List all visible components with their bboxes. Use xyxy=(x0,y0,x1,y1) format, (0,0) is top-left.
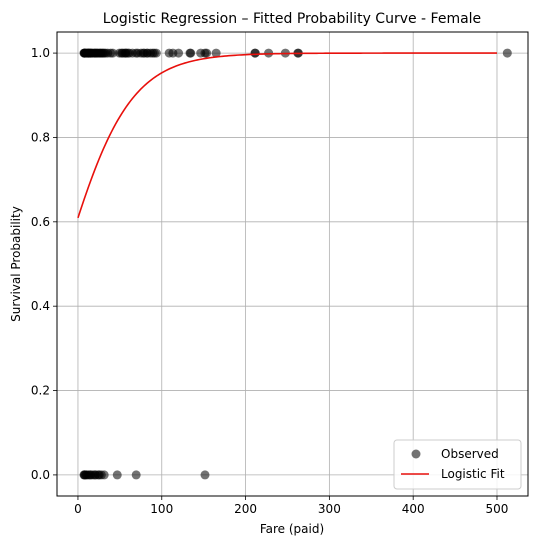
x-tick-label: 200 xyxy=(234,502,257,516)
observed-point xyxy=(250,48,260,58)
y-tick-label: 0.2 xyxy=(31,384,50,398)
legend-fit-label: Logistic Fit xyxy=(441,467,505,481)
observed-point xyxy=(108,48,118,58)
x-tick-label: 500 xyxy=(486,502,509,516)
y-tick-label: 0.4 xyxy=(31,299,50,313)
y-axis-label: Survival Probability xyxy=(9,206,23,322)
observed-point xyxy=(99,470,109,480)
plot-frame xyxy=(56,31,529,497)
observed-point xyxy=(131,470,141,480)
observed-point xyxy=(200,470,210,480)
x-axis-label: Fare (paid) xyxy=(260,522,324,536)
legend-observed-marker xyxy=(411,449,421,459)
x-tick-label: 100 xyxy=(150,502,173,516)
plot-marks xyxy=(77,48,512,480)
x-tick-label: 300 xyxy=(318,502,341,516)
y-tick-label: 0.8 xyxy=(31,130,50,144)
observed-point xyxy=(112,470,122,480)
grid xyxy=(57,32,528,496)
legend: Observed Logistic Fit xyxy=(393,439,522,490)
legend-box xyxy=(393,439,522,490)
y-tick-label: 0.6 xyxy=(31,215,50,229)
y-tick-label: 0.0 xyxy=(31,468,50,482)
observed-point xyxy=(151,48,161,58)
legend-observed-label: Observed xyxy=(441,447,499,461)
ticks: 0 100 200 300 400 500 0.0 0.2 0.4 0.6 0.8 1.0 xyxy=(31,46,509,516)
observed-point xyxy=(502,48,512,58)
x-tick-label: 400 xyxy=(402,502,425,516)
observed-point xyxy=(186,48,196,58)
x-tick-label: 0 xyxy=(74,502,82,516)
observed-point xyxy=(202,48,212,58)
y-tick-label: 1.0 xyxy=(31,46,50,60)
observed-point xyxy=(174,48,184,58)
logistic-fit-line xyxy=(77,52,497,219)
chart-title: Logistic Regression – Fitted Probability… xyxy=(103,11,481,27)
observed-point xyxy=(211,48,221,58)
